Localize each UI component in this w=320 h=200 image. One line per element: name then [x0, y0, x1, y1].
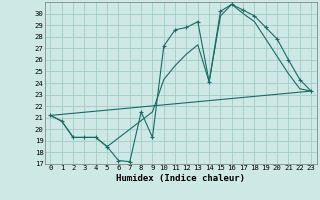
- X-axis label: Humidex (Indice chaleur): Humidex (Indice chaleur): [116, 174, 245, 183]
